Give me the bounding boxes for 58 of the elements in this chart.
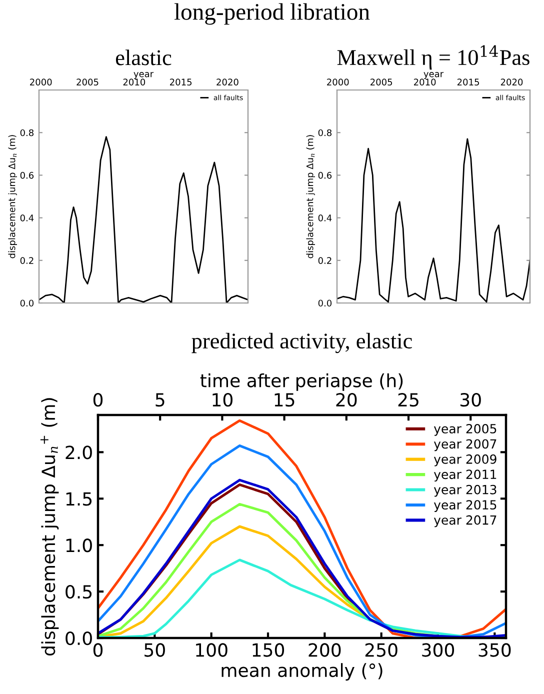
x2-tick-label: 10 xyxy=(212,392,232,407)
x2-tick-label: 20 xyxy=(336,392,357,407)
y-tick-label: 0.5 xyxy=(66,585,92,599)
x-tick-label: 2015 xyxy=(457,78,479,86)
x-tick-label: 2005 xyxy=(76,78,98,86)
x-axis-title: mean anomaly (°) xyxy=(222,663,382,681)
legend-label: year 2009 xyxy=(434,454,496,466)
x-tick-label: 2010 xyxy=(123,78,146,86)
x-tick-label: 50 xyxy=(144,643,165,657)
legend-label: year 2015 xyxy=(434,500,496,512)
y-tick-label: 0.0 xyxy=(20,300,34,307)
y-tick-label: 0.0 xyxy=(66,631,92,646)
text: long-period libration xyxy=(174,3,370,25)
x-tick-label: 350 xyxy=(478,643,511,657)
x-axis-title: year xyxy=(424,72,444,79)
x-tick-label: 2010 xyxy=(414,78,436,86)
y-tick-label: 2.0 xyxy=(66,446,92,460)
x-axis-title: year xyxy=(134,72,154,79)
chart-title: elastic xyxy=(116,50,172,66)
y-axis-title: displacement jump Δu$_{n}$ (m) xyxy=(8,135,17,258)
y-tick-label: 0.2 xyxy=(318,257,332,264)
chart-title: predicted activity, elastic xyxy=(192,332,412,354)
legend-label: year 2005 xyxy=(434,424,496,436)
y-axis-title: displacement jump Δu$_{n}$ (m) xyxy=(306,135,315,258)
y-tick-label: 1.5 xyxy=(66,492,92,506)
x-tick-label: 100 xyxy=(196,643,228,657)
y-tick-label: 0.6 xyxy=(318,172,332,179)
x2-axis-title: time after periapse (h) xyxy=(200,373,403,391)
x2-tick-label: 0 xyxy=(93,392,103,407)
legend-label: year 2011 xyxy=(434,470,496,482)
x-tick-label: 200 xyxy=(308,643,341,657)
x-tick-label: 250 xyxy=(365,643,398,657)
x-tick-label: 2000 xyxy=(327,78,349,86)
legend-label: year 2017 xyxy=(434,515,496,528)
x-tick-label: 2005 xyxy=(370,78,392,86)
x2-tick-label: 15 xyxy=(274,393,294,407)
x-tick-label: 2015 xyxy=(170,78,192,86)
y-axis-title: displacement jump Δu$_{n}$$^{+}$ (m) xyxy=(40,398,59,656)
x-tick-label: 300 xyxy=(422,643,454,657)
y-tick-label: 0.4 xyxy=(20,214,34,222)
y-tick-label: 0.2 xyxy=(20,257,34,264)
x-tick-label: 2000 xyxy=(30,78,52,86)
x2-tick-label: 25 xyxy=(398,392,418,407)
legend-label: year 2007 xyxy=(434,439,496,452)
chart-title: Maxwell η = 10$^{14}$Pas xyxy=(337,45,530,70)
legend-label: year 2013 xyxy=(434,484,496,497)
y-tick-label: 0.8 xyxy=(318,129,332,136)
y-tick-label: 0.6 xyxy=(20,172,34,179)
x2-tick-label: 30 xyxy=(460,392,481,407)
x-tick-label: 2020 xyxy=(500,78,523,86)
x-tick-label: 0 xyxy=(93,643,103,657)
y-tick-label: 0.0 xyxy=(318,300,332,307)
y-tick-label: 0.4 xyxy=(318,214,332,222)
x-tick-label: 150 xyxy=(252,643,284,657)
x2-tick-label: 5 xyxy=(156,393,164,407)
y-tick-label: 1.0 xyxy=(66,538,92,552)
x-tick-label: 2020 xyxy=(216,78,238,86)
y-tick-label: 0.8 xyxy=(20,129,34,136)
